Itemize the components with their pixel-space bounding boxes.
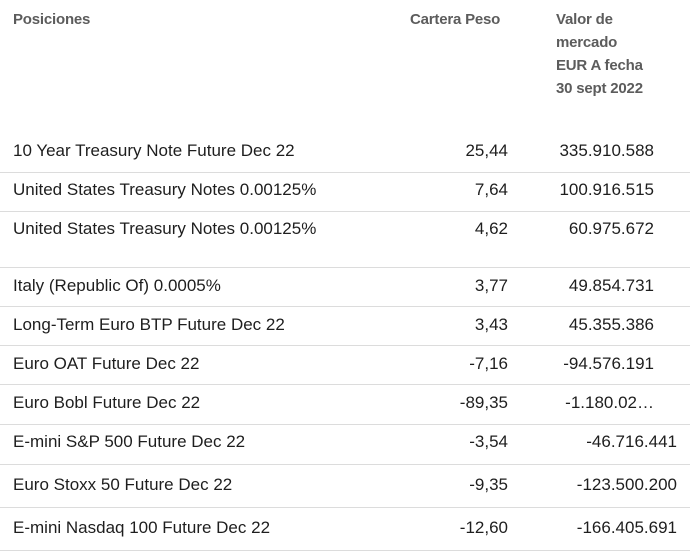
position-value: 49.854.731 xyxy=(568,276,654,295)
table-row: E-mini Nasdaq 100 Future Dec 22 -12,60 -… xyxy=(0,518,690,542)
position-weight: 3,77 xyxy=(474,276,508,295)
table-row: E-mini S&P 500 Future Dec 22 -3,54 -46.7… xyxy=(0,432,690,456)
row-divider xyxy=(0,267,690,268)
row-divider xyxy=(0,384,690,385)
position-value: -166.405.691 xyxy=(576,518,677,537)
position-name: Euro Stoxx 50 Future Dec 22 xyxy=(13,475,233,494)
market-value-header-line: mercado xyxy=(556,34,618,51)
table-row: 10 Year Treasury Note Future Dec 22 25,4… xyxy=(0,141,690,165)
position-weight: -3,54 xyxy=(469,432,508,451)
position-weight: 3,43 xyxy=(474,315,508,334)
position-weight: -9,35 xyxy=(469,475,508,494)
position-name: E-mini S&P 500 Future Dec 22 xyxy=(13,432,246,451)
position-value: 45.355.386 xyxy=(568,315,654,334)
weight-header: Cartera Peso xyxy=(410,11,501,28)
table-row: Euro Stoxx 50 Future Dec 22 -9,35 -123.5… xyxy=(0,475,690,499)
position-name: United States Treasury Notes 0.00125% xyxy=(13,180,317,199)
table-row: Italy (Republic Of) 0.0005% 3,77 49.854.… xyxy=(0,276,690,300)
position-value: 60.975.672 xyxy=(568,219,654,238)
position-name: 10 Year Treasury Note Future Dec 22 xyxy=(13,141,295,160)
row-divider xyxy=(0,345,690,346)
row-divider xyxy=(0,306,690,307)
positions-header: Posiciones xyxy=(13,11,91,28)
position-name: Euro OAT Future Dec 22 xyxy=(13,354,200,373)
position-weight: -7,16 xyxy=(469,354,508,373)
row-divider xyxy=(0,172,690,173)
market-value-header-line: 30 sept 2022 xyxy=(556,80,643,97)
position-name: Euro Bobl Future Dec 22 xyxy=(13,393,201,412)
position-weight: 4,62 xyxy=(474,219,508,238)
table-row: Euro OAT Future Dec 22 -7,16 -94.576.191 xyxy=(0,354,690,378)
position-name: Italy (Republic Of) 0.0005% xyxy=(13,276,221,295)
position-value: -46.716.441 xyxy=(586,432,677,451)
position-value: 100.916.515 xyxy=(559,180,654,199)
table-row: United States Treasury Notes 0.00125% 4,… xyxy=(0,219,690,243)
position-weight: -89,35 xyxy=(459,393,508,412)
position-name: United States Treasury Notes 0.00125% xyxy=(13,219,317,238)
market-value-header-line: Valor de xyxy=(556,11,613,28)
table-row: Long-Term Euro BTP Future Dec 22 3,43 45… xyxy=(0,315,690,339)
position-weight: 7,64 xyxy=(474,180,508,199)
row-divider xyxy=(0,507,690,508)
row-divider xyxy=(0,464,690,465)
market-value-header: Valor de mercado EUR A fecha 30 sept 202… xyxy=(556,8,686,100)
row-divider xyxy=(0,550,690,551)
position-value: -1.180.02… xyxy=(565,393,654,412)
position-value: -123.500.200 xyxy=(576,475,677,494)
position-value: -94.576.191 xyxy=(563,354,654,373)
position-weight: -12,60 xyxy=(459,518,508,537)
row-divider xyxy=(0,211,690,212)
market-value-header-line: EUR A fecha xyxy=(556,57,643,74)
table-row: Euro Bobl Future Dec 22 -89,35 -1.180.02… xyxy=(0,393,690,417)
position-name: E-mini Nasdaq 100 Future Dec 22 xyxy=(13,518,271,537)
position-value: 335.910.588 xyxy=(559,141,654,160)
row-divider xyxy=(0,424,690,425)
position-name: Long-Term Euro BTP Future Dec 22 xyxy=(13,315,285,334)
table-row: United States Treasury Notes 0.00125% 7,… xyxy=(0,180,690,204)
position-weight: 25,44 xyxy=(465,141,508,160)
